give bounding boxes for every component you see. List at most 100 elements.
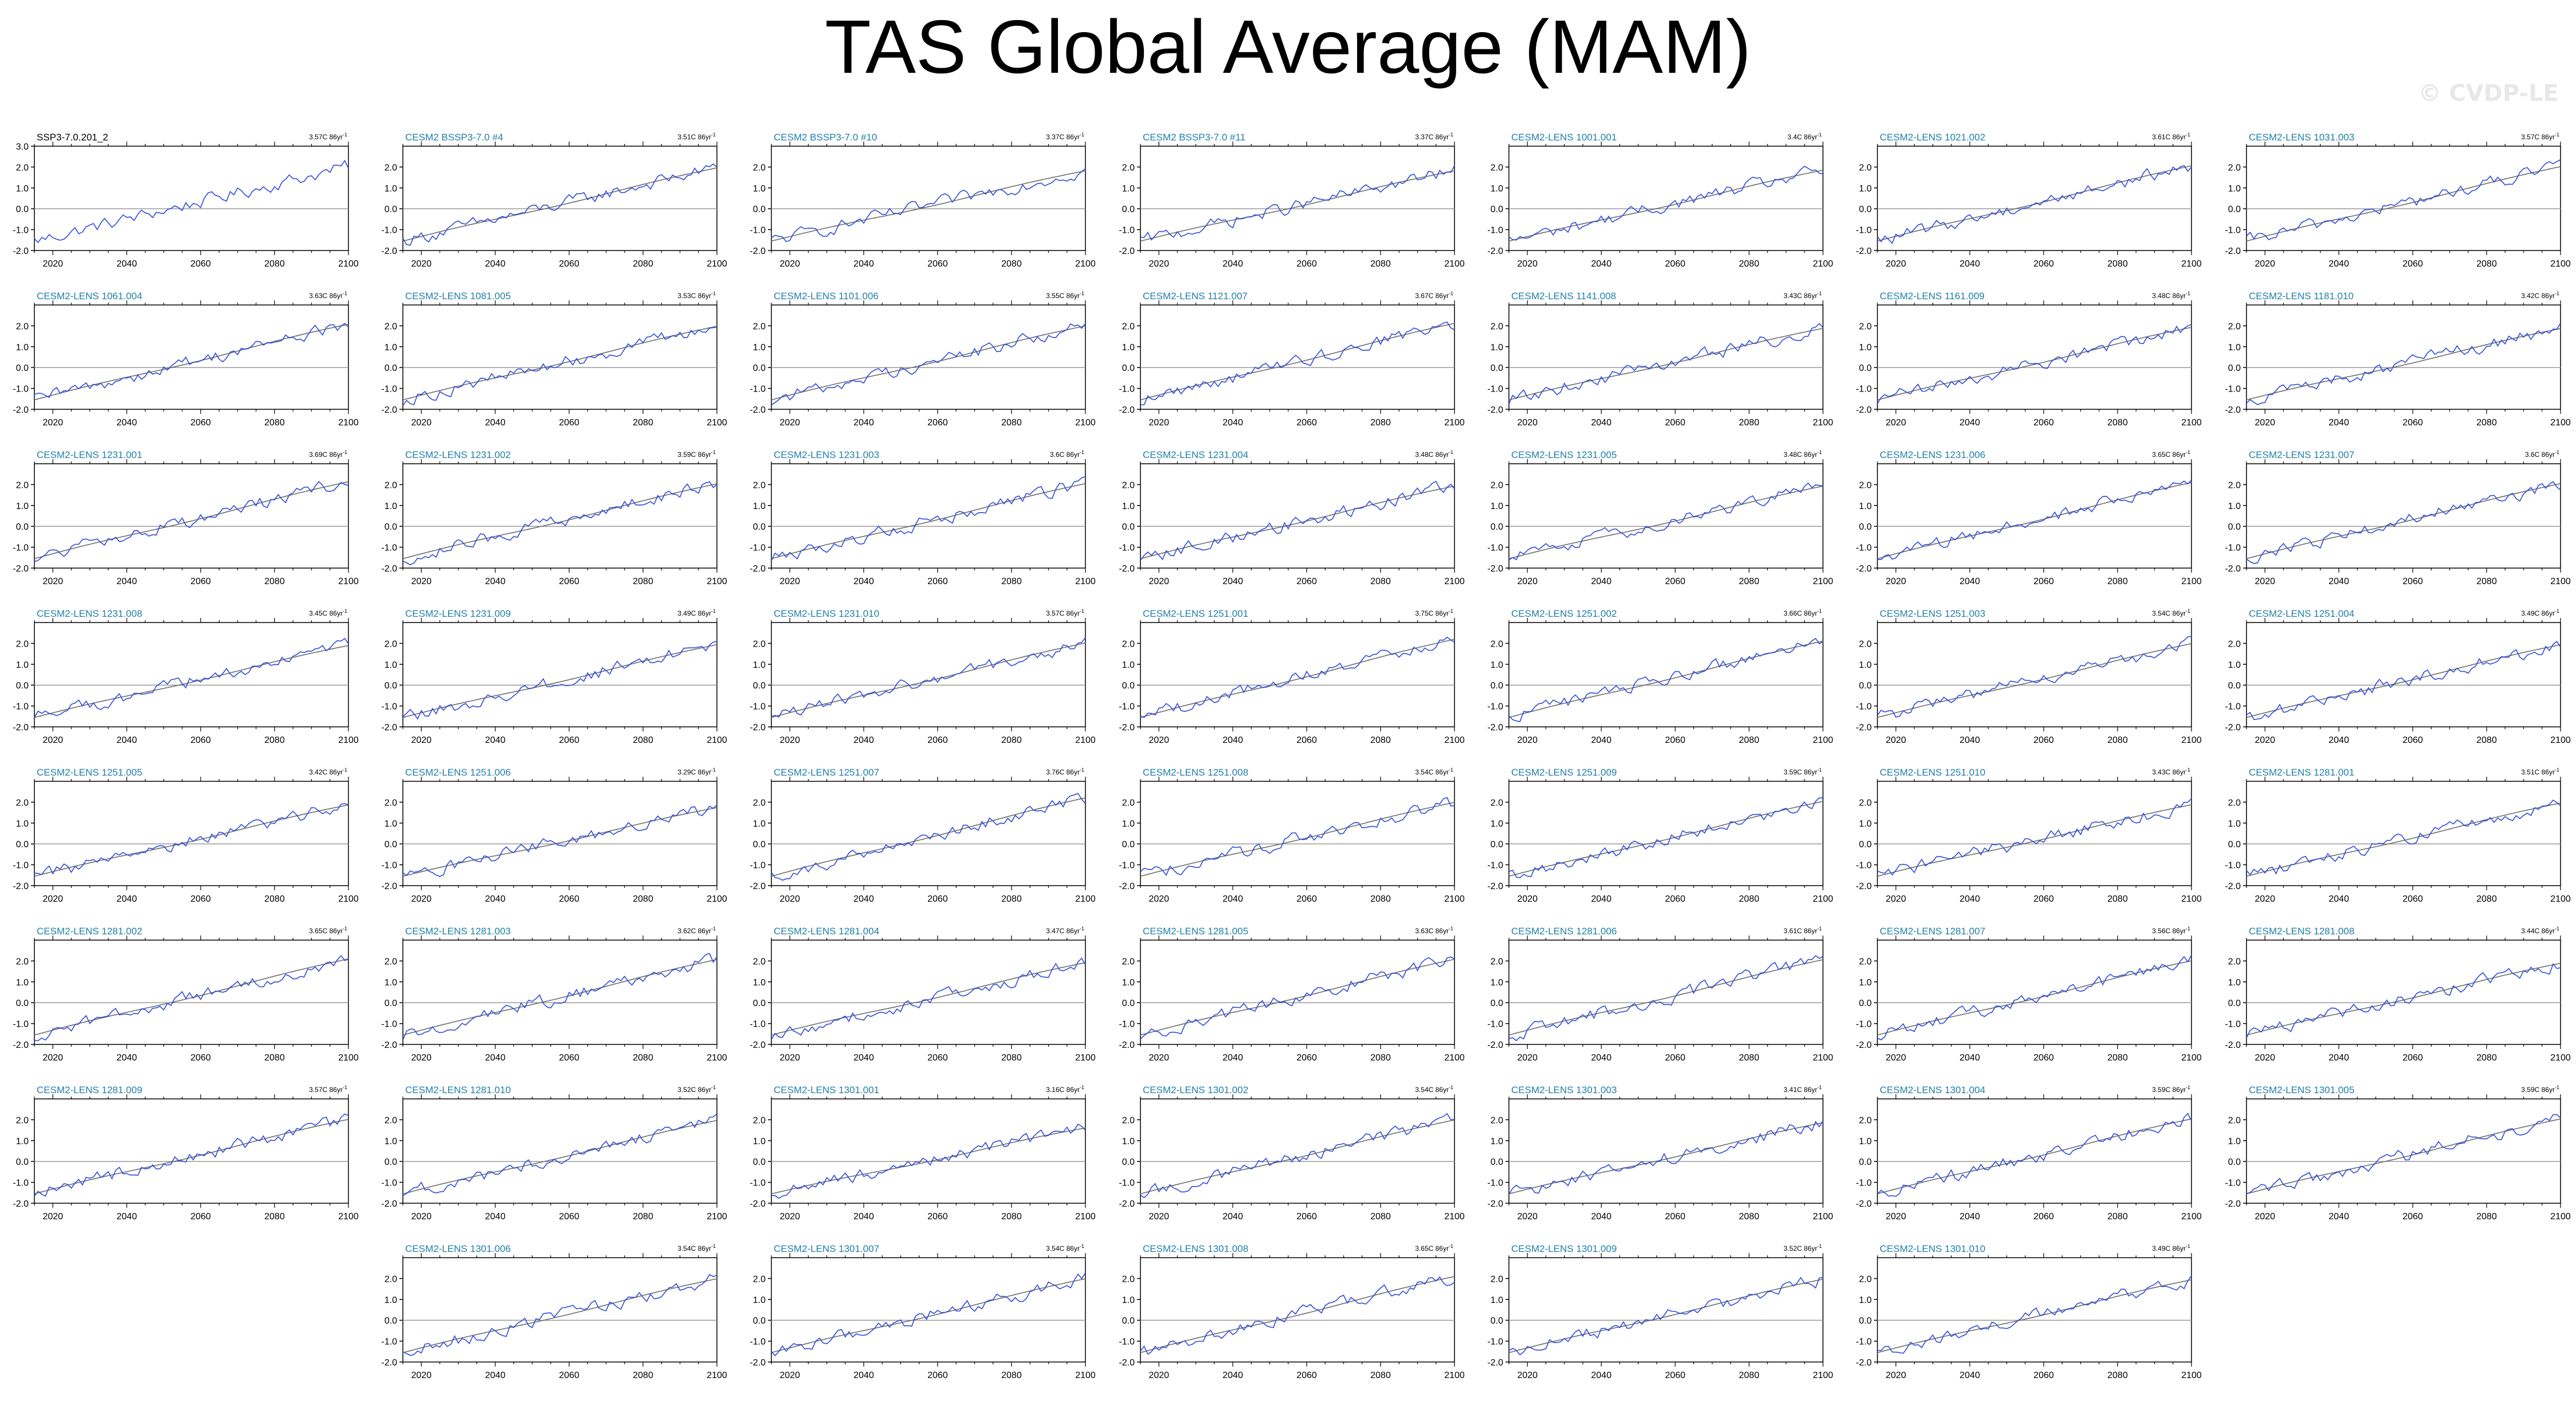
y-tick-label: 1.0 [16, 184, 29, 194]
y-tick-label: -2.0 [750, 1040, 766, 1050]
panel-17: CESM2-LENS 1231.003 3.6C 86yr-1 2.0 1.0 0.0 -… [750, 449, 1095, 586]
panel-23: CESM2-LENS 1231.009 3.49C 86yr-1 2.0 1.0 0.0… [381, 608, 727, 745]
trend-exponent: -1 [2186, 1243, 2190, 1249]
y-tick-label: 0.0 [385, 1316, 397, 1326]
comparison-series-line [2246, 803, 2561, 877]
plot-frame [402, 1257, 717, 1363]
y-tick-label: -2.0 [1487, 405, 1503, 415]
x-tick-label: 2100 [2181, 1053, 2202, 1063]
trend-label: 3.67C 86yr-1 [1415, 291, 1453, 300]
tas-series-line [1508, 323, 1824, 405]
y-tick-label: -2.0 [1119, 564, 1135, 574]
y-tick-label: 2.0 [753, 957, 766, 966]
plot-frame [1508, 304, 1824, 410]
y-tick-label: 2.0 [1122, 322, 1135, 331]
comparison-series-line [1140, 802, 1455, 877]
trend-exponent: -1 [711, 1085, 716, 1090]
x-tick-label: 2080 [264, 1212, 285, 1222]
x-tick-label: 2060 [1296, 577, 1317, 586]
tas-series-line [402, 953, 717, 1040]
x-tick-label: 2020 [2255, 259, 2275, 269]
x-tick-label: 2020 [1148, 577, 1169, 586]
x-tick-label: 2040 [1591, 418, 1612, 428]
panel-title: CESM2-LENS 1281.008 [2249, 926, 2354, 937]
y-tick-label: 0.0 [16, 363, 29, 373]
x-tick-label: 2080 [1370, 259, 1391, 269]
y-tick-label: -1.0 [1487, 385, 1503, 394]
panel-title: CESM2-LENS 1301.009 [1511, 1243, 1617, 1254]
x-tick-label: 2040 [116, 1053, 137, 1063]
trend-exponent: -1 [711, 1243, 716, 1249]
x-tick-label: 2080 [633, 735, 653, 745]
comparison-series-line [1140, 323, 1455, 401]
y-tick-label: 0.0 [1491, 1316, 1503, 1326]
trend-label: 3.48C 86yr-1 [2152, 291, 2190, 300]
tas-series-line [34, 637, 349, 718]
y-tick-label: -1.0 [1856, 1337, 1872, 1347]
trend-label: 3.49C 86yr-1 [2521, 608, 2559, 617]
plot-frame [2246, 146, 2561, 251]
x-tick-label: 2060 [927, 259, 948, 269]
x-tick-label: 2040 [485, 577, 505, 586]
x-tick-label: 2040 [1591, 577, 1612, 586]
trend-exponent: -1 [711, 132, 716, 138]
y-tick-label: 2.0 [2228, 480, 2241, 490]
y-tick-label: 2.0 [1491, 322, 1503, 331]
plot-frame [1877, 304, 2192, 410]
trend-label: 3.57C 86yr-1 [309, 132, 347, 141]
x-tick-label: 2080 [2107, 1212, 2128, 1222]
trend-exponent: -1 [711, 291, 716, 296]
x-tick-label: 2040 [116, 1212, 137, 1222]
panel-title: CESM2-LENS 1281.005 [1143, 926, 1248, 937]
y-tick-label: -1.0 [2225, 543, 2241, 553]
panel-title: CESM2-LENS 1251.001 [1143, 608, 1248, 619]
panel-title: CESM2-LENS 1231.007 [2249, 449, 2354, 460]
panel-9: CESM2-LENS 1081.005 3.53C 86yr-1 2.0 1.0 0.0… [381, 291, 727, 428]
trend-label: 3.63C 86yr-1 [1415, 926, 1453, 935]
y-tick-label: -2.0 [1487, 882, 1503, 891]
panel-38: CESM2-LENS 1281.004 3.47C 86yr-1 2.0 1.0 0.0… [750, 926, 1095, 1063]
x-tick-label: 2080 [2107, 1053, 2128, 1063]
x-tick-label: 2040 [1959, 1212, 1980, 1222]
x-tick-label: 2040 [1959, 577, 1980, 586]
x-tick-label: 2100 [2181, 259, 2202, 269]
y-tick-label: 0.0 [1122, 840, 1135, 850]
y-tick-label: 2.0 [2228, 639, 2241, 649]
y-tick-label: 2.0 [753, 639, 766, 649]
x-tick-label: 2100 [1075, 1371, 1096, 1380]
y-tick-label: 0.0 [16, 205, 29, 214]
tas-series-line [1508, 797, 1824, 878]
y-tick-label: 1.0 [1491, 978, 1503, 988]
panel-50: CESM2-LENS 1301.006 3.54C 86yr-1 2.0 1.0 0.0… [381, 1243, 727, 1380]
y-tick-label: 0.0 [385, 205, 397, 214]
x-tick-label: 2040 [1222, 1212, 1243, 1222]
panel-54: CESM2-LENS 1301.010 3.49C 86yr-1 2.0 1.0 0.0… [1856, 1243, 2201, 1380]
y-tick-label: 0.0 [1859, 522, 1872, 532]
y-tick-label: 0.0 [1491, 363, 1503, 373]
x-tick-label: 2020 [779, 259, 800, 269]
x-tick-label: 2020 [1885, 1053, 1906, 1063]
comparison-series-line [402, 1120, 717, 1195]
x-tick-label: 2060 [927, 1053, 948, 1063]
plot-frame [771, 463, 1086, 569]
x-tick-label: 2020 [1517, 894, 1538, 904]
y-tick-label: 2.0 [1122, 1116, 1135, 1125]
trend-label: 3.53C 86yr-1 [677, 291, 716, 300]
y-tick-label: 0.0 [2228, 1157, 2241, 1167]
y-tick-label: -1.0 [381, 226, 397, 236]
y-tick-label: 2.0 [2228, 1116, 2241, 1125]
trend-label: 3.43C 86yr-1 [2152, 767, 2190, 776]
x-tick-label: 2100 [338, 894, 359, 904]
panel-title: CESM2-LENS 1251.004 [2249, 608, 2354, 619]
y-tick-label: 2.0 [1122, 639, 1135, 649]
y-tick-label: 2.0 [385, 322, 397, 331]
plot-frame [34, 1098, 349, 1204]
y-tick-label: 0.0 [1859, 840, 1872, 850]
tas-series-line [1140, 636, 1455, 718]
plot-frame [1877, 781, 2192, 886]
trend-label: 3.54C 86yr-1 [2152, 608, 2190, 617]
panel-title: CESM2-LENS 1281.010 [405, 1085, 511, 1095]
y-tick-label: 0.0 [1859, 1157, 1872, 1167]
y-tick-label: -2.0 [1856, 1199, 1872, 1209]
tas-series-line [402, 641, 717, 720]
